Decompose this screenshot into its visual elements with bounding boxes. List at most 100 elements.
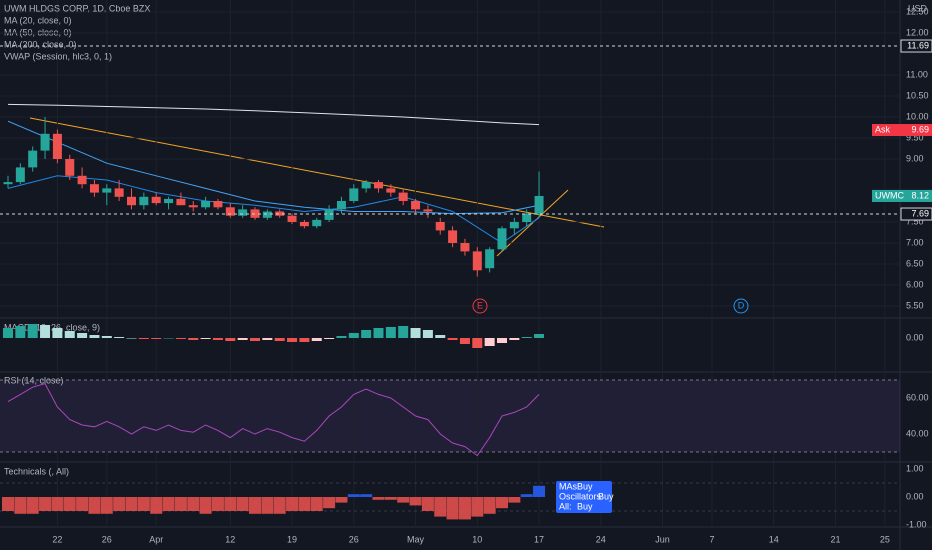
technicals-bar — [298, 497, 311, 511]
macd-bar — [126, 338, 137, 339]
technicals-bar — [323, 497, 336, 509]
macd-bar — [472, 338, 483, 348]
candle-body — [114, 188, 124, 197]
technicals-bar — [397, 497, 410, 503]
technicals-bar — [236, 497, 249, 511]
technicals-bar — [360, 494, 373, 497]
candle-body — [164, 198, 174, 204]
macd-bar — [262, 338, 273, 340]
price-tag-value: 9.69 — [911, 124, 929, 134]
macd-bar — [361, 330, 372, 338]
macd-bar — [398, 326, 409, 338]
price-tag — [900, 207, 932, 221]
moving-average — [7, 175, 540, 244]
indicator-legend: MA (200, close, 0) — [4, 39, 77, 49]
technicals-bar — [76, 497, 89, 511]
technicals-bar — [26, 497, 39, 514]
candle-body — [275, 211, 285, 216]
macd-bar — [348, 333, 359, 338]
candle-body — [336, 201, 346, 210]
x-tick-label: 17 — [534, 534, 544, 544]
candle-body — [139, 196, 149, 206]
event-marker — [733, 298, 749, 314]
technicals-bar — [63, 497, 76, 511]
candle-body — [238, 209, 248, 216]
macd-bar — [435, 335, 446, 338]
technicals-bar — [409, 497, 422, 506]
technicals-bar — [125, 497, 138, 511]
y-tick-label: 1.00 — [906, 463, 924, 473]
macd-bar — [410, 328, 421, 338]
macd-bar — [324, 338, 335, 339]
x-tick-label: 7 — [709, 534, 714, 544]
macd-bar — [311, 338, 322, 341]
macd-bar — [101, 336, 112, 338]
x-tick-label: 19 — [287, 534, 297, 544]
tooltip-value: Buy — [577, 501, 593, 511]
tooltip-key: All: — [559, 501, 572, 511]
technicals-bar — [347, 494, 360, 497]
technicals-bar — [88, 497, 101, 514]
event-marker — [472, 298, 488, 314]
macd-bar — [15, 326, 26, 338]
tooltip — [556, 481, 612, 513]
technicals-bar — [224, 497, 237, 511]
candle-body — [40, 133, 50, 151]
y-tick-label: 12.50 — [906, 6, 929, 16]
technicals-bar — [520, 494, 533, 497]
macd-bar — [114, 337, 125, 338]
technicals-bar — [335, 497, 348, 503]
technicals-bar — [187, 497, 200, 511]
macd-bar — [52, 328, 63, 338]
indicator-legend: MA (50, close, 0) — [4, 27, 72, 37]
indicator-legend: VWAP (Session, hlc3, 0, 1) — [4, 51, 112, 61]
macd-bar — [40, 325, 51, 338]
technicals-bar — [471, 497, 484, 517]
price-tag-value: 7.69 — [911, 208, 929, 218]
technicals-bar — [533, 485, 546, 497]
x-tick-label: 14 — [769, 534, 779, 544]
technicals-bar — [496, 497, 508, 509]
symbol-title: UWM HLDGS CORP, 1D, Cboe BZX — [4, 3, 150, 13]
macd-bar — [89, 335, 100, 338]
y-tick-label: 6.50 — [906, 258, 924, 268]
technicals-bar — [51, 497, 64, 511]
macd-bar — [336, 336, 347, 338]
candle-body — [411, 201, 421, 210]
y-tick-label: 10.00 — [906, 111, 929, 121]
candle-body — [3, 182, 13, 185]
x-tick-label: Apr — [149, 534, 163, 544]
candle-body — [151, 196, 161, 204]
candle-body — [312, 219, 322, 227]
candle-body — [324, 209, 334, 220]
candle-body — [262, 211, 272, 218]
y-tick-label: 7.00 — [906, 237, 924, 247]
candle-body — [176, 198, 186, 206]
technicals-bar — [199, 497, 212, 514]
y-tick-label: 6.00 — [906, 279, 924, 289]
price-tag — [872, 189, 932, 202]
macd-bar — [484, 338, 495, 346]
macd-bar — [521, 337, 532, 338]
candle-body — [89, 184, 99, 193]
price-tag — [900, 39, 932, 53]
macd-bar — [237, 338, 248, 340]
price-tag-name: Ask — [875, 124, 891, 134]
candle-body — [52, 133, 62, 159]
tooltip-key: Oscillators: — [559, 491, 604, 501]
y-tick-label: 40.00 — [906, 428, 929, 438]
tooltip-value: Buy — [577, 481, 593, 491]
macd-bar — [274, 338, 285, 341]
candle-body — [435, 222, 445, 231]
technicals-bar — [162, 497, 175, 511]
technicals-bar — [2, 497, 14, 511]
candle-body — [497, 228, 507, 250]
y-tick-label: 11.00 — [906, 69, 928, 79]
price-tag-value: 8.12 — [911, 190, 929, 200]
candle-body — [534, 195, 544, 214]
moving-average — [7, 103, 540, 126]
event-label: D — [738, 300, 745, 310]
macd-bar — [175, 338, 186, 339]
y-tick-label: 9.50 — [906, 132, 924, 142]
